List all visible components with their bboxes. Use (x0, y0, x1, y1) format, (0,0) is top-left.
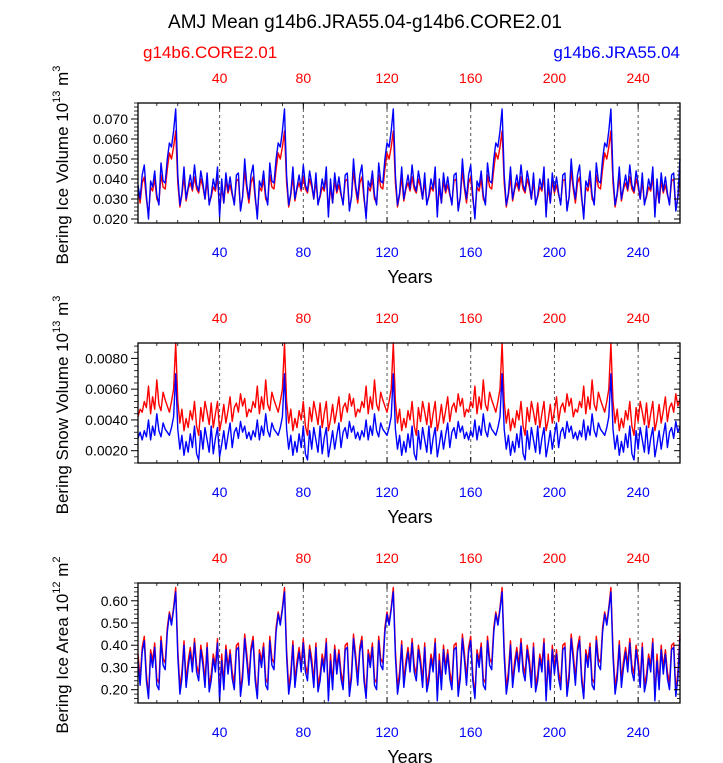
x-tick-label-bottom: 40 (212, 724, 228, 740)
y-tick-label: 0.060 (93, 131, 128, 147)
y-axis-title: Bering Snow Volume 1013 m3 (51, 296, 72, 515)
series-line-jra55 (137, 373, 681, 461)
x-tick-label-top: 160 (459, 310, 483, 326)
x-tick-label-bottom: 240 (626, 724, 650, 740)
x-tick-label-top: 160 (459, 550, 483, 566)
figure-title: AMJ Mean g14b6.JRA55.04-g14b6.CORE2.01 (168, 12, 562, 33)
x-tick-label-bottom: 240 (626, 244, 650, 260)
x-tick-label-top: 40 (212, 70, 228, 86)
y-tick-label: 0.60 (101, 593, 128, 609)
x-tick-label-bottom: 120 (375, 244, 399, 260)
y-tick-label: 0.0040 (85, 412, 128, 428)
series-line-core2 (137, 342, 681, 436)
y-title-exp: 13 (51, 321, 63, 333)
y-tick-label: 0.050 (93, 151, 128, 167)
legend-jra55: g14b6.JRA55.04 (553, 43, 680, 62)
y-title-main: Bering Snow Volume 10 (53, 333, 72, 514)
y-tick-label: 0.030 (93, 191, 128, 207)
y-title-unit-exp: 2 (51, 556, 63, 562)
y-tick-label: 0.30 (101, 659, 128, 675)
x-tick-label-bottom: 200 (543, 484, 567, 500)
x-tick-label-bottom: 200 (543, 244, 567, 260)
x-tick-label-bottom: 40 (212, 484, 228, 500)
panels: 404080801201201601602002002402400.0200.0… (51, 66, 681, 763)
y-tick-label: 0.20 (101, 682, 128, 698)
panel-ice-volume: 40 40 80 80 120 120 160 160 200 200 240 240 0.020 0.0… (51, 66, 681, 287)
x-tick-label-top: 80 (296, 310, 312, 326)
y-title-unit: m (53, 563, 72, 582)
x-tick-label-top: 200 (543, 550, 567, 566)
x-tick-label-top: 80 (296, 550, 312, 566)
y-title-unit: m (53, 302, 72, 321)
x-tick-label-bottom: 160 (459, 484, 483, 500)
x-axis-title: Years (387, 507, 432, 527)
series-line-jra55 (137, 108, 681, 220)
y-title-exp: 13 (51, 91, 63, 103)
x-tick-label-top: 240 (626, 310, 650, 326)
y-title-exp: 12 (51, 581, 63, 593)
panel-ice-area: 40 40 80 80 120 120 160 160 200 200 240 240 0.20 0.30… (51, 550, 681, 763)
x-tick-label-top: 40 (212, 550, 228, 566)
x-tick-label-bottom: 200 (543, 724, 567, 740)
x-tick-label-top: 200 (543, 70, 567, 86)
x-axis-title: Years (387, 267, 432, 287)
axis-frame (137, 342, 681, 464)
y-tick-label: 0.50 (101, 615, 128, 631)
x-tick-label-bottom: 120 (375, 484, 399, 500)
x-tick-label-bottom: 40 (212, 244, 228, 260)
x-tick-label-bottom: 160 (459, 244, 483, 260)
x-tick-label-top: 80 (296, 70, 312, 86)
x-tick-label-top: 240 (626, 70, 650, 86)
x-tick-label-bottom: 120 (375, 724, 399, 740)
x-tick-label-bottom: 80 (296, 244, 312, 260)
x-tick-label-bottom: 80 (296, 484, 312, 500)
legend-core2: g14b6.CORE2.01 (143, 43, 277, 62)
x-axis-title: Years (387, 747, 432, 763)
series-line-core2 (137, 130, 681, 216)
x-tick-label-top: 200 (543, 310, 567, 326)
series-line-jra55 (137, 591, 681, 702)
x-tick-label-top: 120 (375, 310, 399, 326)
y-title-unit-exp: 3 (51, 66, 63, 72)
x-tick-label-top: 120 (375, 550, 399, 566)
y-tick-label: 0.020 (93, 211, 128, 227)
axis-frame (137, 582, 681, 704)
y-title-unit-exp: 3 (51, 296, 63, 302)
x-tick-label-bottom: 160 (459, 724, 483, 740)
x-tick-label-bottom: 240 (626, 484, 650, 500)
y-tick-label: 0.0080 (85, 350, 128, 366)
y-tick-label: 0.040 (93, 171, 128, 187)
y-title-unit: m (53, 72, 72, 91)
y-tick-label: 0.40 (101, 637, 128, 653)
x-tick-label-bottom: 80 (296, 724, 312, 740)
x-tick-label-top: 120 (375, 70, 399, 86)
y-tick-label: 0.0060 (85, 381, 128, 397)
x-tick-label-top: 240 (626, 550, 650, 566)
panel-snow-volume: 40 40 80 80 120 120 160 160 200 200 240 240 0.0020 0.… (51, 296, 681, 527)
x-tick-label-top: 40 (212, 310, 228, 326)
y-title-main: Bering Ice Volume 10 (53, 103, 72, 265)
y-tick-label: 0.070 (93, 111, 128, 127)
y-tick-label: 0.0020 (85, 443, 128, 459)
y-axis-title: Bering Ice Area 1012 m2 (51, 556, 72, 733)
y-axis-title: Bering Ice Volume 1013 m3 (51, 66, 72, 265)
y-title-main: Bering Ice Area 10 (53, 594, 72, 734)
x-tick-label-top: 160 (459, 70, 483, 86)
